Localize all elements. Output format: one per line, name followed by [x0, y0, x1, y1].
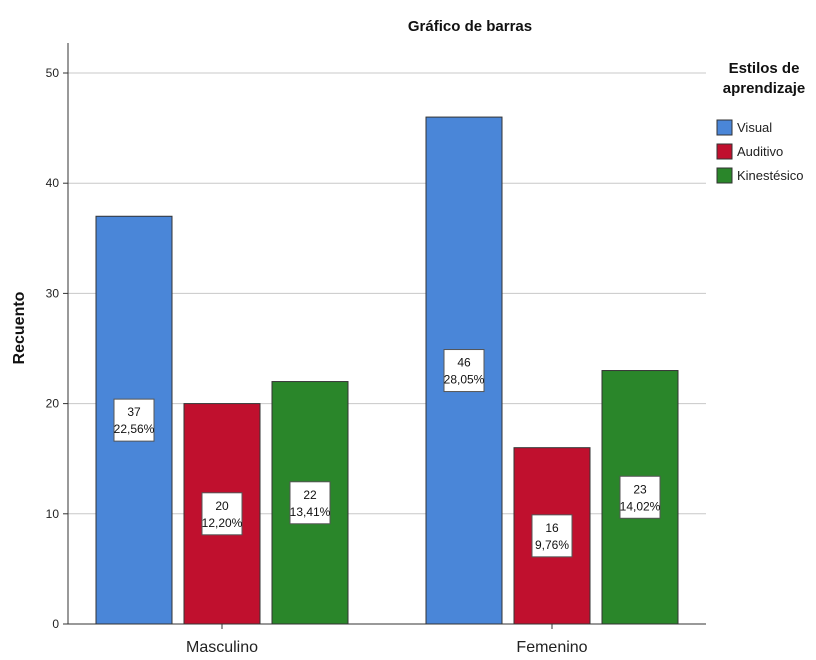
data-label-count: 22: [303, 488, 317, 502]
legend-swatch: [716, 143, 733, 160]
y-axis-ticks: 0 10 20 30 40 50: [46, 66, 68, 631]
data-label-box: [531, 514, 573, 558]
data-label-count: 16: [545, 521, 559, 535]
y-tick-label: 10: [46, 507, 60, 521]
data-label-count: 37: [127, 405, 141, 419]
axes: [67, 43, 706, 625]
data-label-percent: 13,41%: [290, 505, 331, 519]
bars: [95, 116, 679, 625]
legend-label: Kinestésico: [737, 168, 803, 183]
legend-swatch: [716, 167, 733, 184]
x-axis-categories: Masculino Femenino: [186, 624, 588, 656]
data-label-percent: 28,05%: [444, 373, 485, 387]
y-tick-label: 0: [52, 617, 59, 631]
x-category-label: Femenino: [516, 639, 587, 656]
data-label-count: 46: [457, 356, 471, 370]
data-label-box: [201, 492, 243, 536]
data-label-count: 20: [215, 499, 229, 513]
legend-label: Auditivo: [737, 144, 783, 159]
gridlines: [68, 72, 706, 515]
legend-title: aprendizaje: [723, 80, 806, 97]
data-label-box: [443, 349, 485, 393]
data-label-percent: 12,20%: [202, 516, 243, 530]
y-tick-label: 50: [46, 66, 60, 80]
data-label-percent: 9,76%: [535, 538, 569, 552]
data-label-percent: 14,02%: [620, 499, 661, 513]
legend-label: Visual: [737, 120, 772, 135]
x-category-label: Masculino: [186, 639, 258, 656]
data-label-box: [289, 481, 331, 525]
legend-title: Estilos de: [729, 60, 800, 77]
data-labels: 37 22,56% 20 12,20% 22 13,41% 46 28,05% 16 9,76% 2…: [113, 349, 661, 558]
legend: Estilos de aprendizaje Visual Auditivo Kines…: [716, 60, 806, 184]
data-label-box: [113, 398, 155, 442]
chart-title: Gráfico de barras: [408, 18, 532, 35]
data-label-count: 23: [633, 482, 647, 496]
data-label-percent: 22,56%: [114, 422, 155, 436]
y-tick-label: 20: [46, 397, 60, 411]
data-label-box: [619, 475, 661, 519]
y-axis-label: Recuento: [11, 291, 28, 364]
y-tick-label: 30: [46, 286, 60, 300]
legend-swatch: [716, 119, 733, 136]
y-tick-label: 40: [46, 176, 60, 190]
